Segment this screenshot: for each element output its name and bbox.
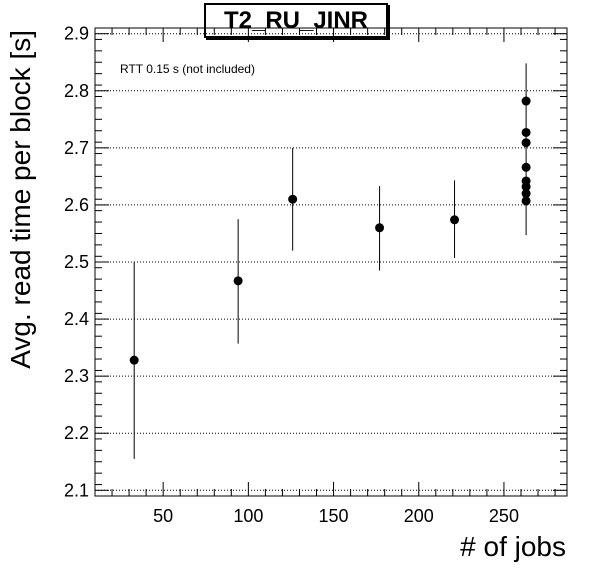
grid-lines [95, 33, 567, 491]
data-point [521, 182, 531, 192]
data-points [129, 96, 531, 365]
y-tick-label: 2.6 [64, 195, 89, 215]
y-tick-label: 2.4 [64, 309, 89, 329]
y-tick-label: 2.5 [64, 252, 89, 272]
data-point [129, 355, 139, 365]
data-point [521, 96, 531, 106]
chart-title: T2_RU_JINR [204, 3, 388, 38]
tick-labels: 2.1 2.2 2.3 2.4 2.5 2.6 2.7 2.8 2.9 50 100 150 200 25… [64, 24, 519, 526]
data-point [521, 162, 531, 172]
x-tick-label: 200 [404, 506, 434, 526]
data-point [521, 189, 531, 199]
y-tick-label: 2.7 [64, 138, 89, 158]
data-point [233, 276, 243, 286]
y-axis-label: Avg. read time per block [s] [5, 30, 36, 369]
x-tick-label: 100 [233, 506, 263, 526]
x-axis-label: # of jobs [460, 531, 566, 562]
y-tick-label: 2.9 [64, 24, 89, 44]
data-point [521, 138, 531, 148]
y-tick-label: 2.1 [64, 480, 89, 500]
y-tick-label: 2.8 [64, 81, 89, 101]
data-point [375, 223, 385, 233]
annotation-text: RTT 0.15 s (not included) [120, 62, 255, 76]
x-tick-label: 250 [489, 506, 519, 526]
data-point [288, 194, 298, 204]
y-tick-label: 2.3 [64, 366, 89, 386]
error-bars [133, 63, 527, 459]
data-point [521, 127, 531, 137]
x-tick-label: 150 [319, 506, 349, 526]
axis-ticks [94, 27, 567, 497]
data-point [450, 215, 460, 225]
plot-frame [94, 27, 568, 497]
y-tick-label: 2.2 [64, 423, 89, 443]
x-tick-label: 50 [153, 506, 173, 526]
data-point [521, 196, 531, 206]
